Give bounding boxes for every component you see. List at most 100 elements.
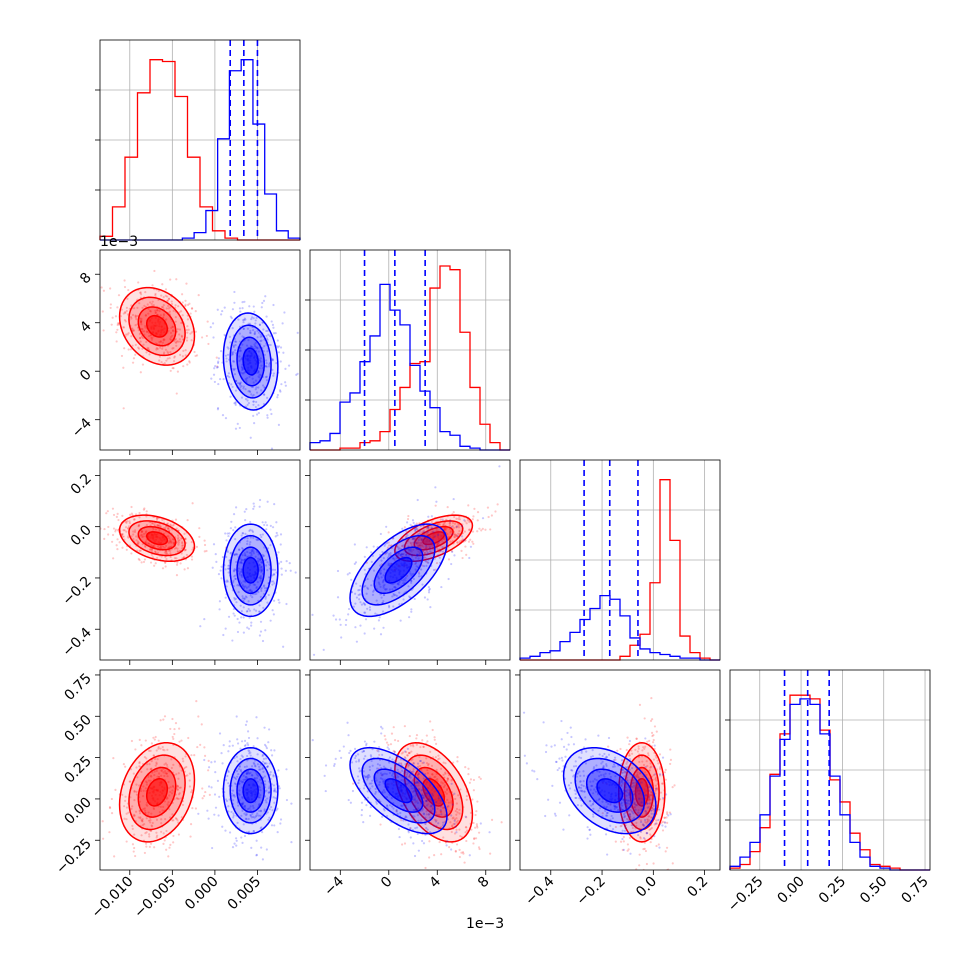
sample-point bbox=[175, 797, 178, 800]
sample-point bbox=[383, 809, 386, 812]
sample-point bbox=[455, 817, 458, 820]
sample-point bbox=[212, 543, 216, 546]
sample-point bbox=[413, 804, 417, 808]
sample-point bbox=[435, 542, 439, 546]
sample-point bbox=[472, 842, 475, 845]
sample-point bbox=[231, 385, 234, 389]
sample-point bbox=[155, 762, 158, 765]
sample-point bbox=[481, 527, 484, 530]
sample-point bbox=[150, 338, 154, 341]
sample-point bbox=[258, 768, 261, 771]
sample-point bbox=[637, 745, 640, 748]
sample-point bbox=[446, 779, 449, 783]
sample-point bbox=[245, 720, 248, 723]
sample-point bbox=[258, 559, 261, 562]
sample-point bbox=[246, 550, 249, 554]
sample-point bbox=[606, 853, 609, 856]
sample-point bbox=[641, 760, 644, 763]
sample-point bbox=[255, 776, 258, 780]
sample-point bbox=[649, 841, 652, 844]
sample-point bbox=[145, 510, 148, 513]
sample-point bbox=[233, 776, 237, 779]
sample-point bbox=[414, 794, 417, 797]
sample-point bbox=[150, 768, 153, 771]
sample-point bbox=[164, 565, 167, 568]
sample-point bbox=[464, 815, 467, 818]
sample-point bbox=[101, 820, 104, 823]
sample-point bbox=[114, 788, 117, 791]
sample-point bbox=[146, 768, 149, 771]
sample-point bbox=[265, 334, 268, 338]
sample-point bbox=[355, 760, 358, 763]
sample-point bbox=[209, 326, 212, 329]
sample-point bbox=[171, 334, 174, 337]
sample-point bbox=[560, 756, 563, 759]
sample-point bbox=[243, 597, 246, 600]
sample-point bbox=[241, 372, 244, 375]
sample-point bbox=[602, 766, 605, 769]
sample-point bbox=[388, 544, 391, 547]
sample-point bbox=[164, 288, 168, 291]
sample-point bbox=[437, 554, 440, 557]
sample-point bbox=[165, 829, 168, 833]
sample-point bbox=[385, 795, 389, 799]
sample-point bbox=[425, 545, 429, 549]
sample-point bbox=[370, 584, 373, 587]
sample-point bbox=[261, 384, 265, 387]
contour-line bbox=[118, 742, 196, 843]
sample-point bbox=[144, 530, 148, 534]
sample-point bbox=[456, 541, 459, 544]
sample-point bbox=[227, 769, 230, 772]
sample-point bbox=[228, 831, 232, 834]
sample-point bbox=[452, 761, 455, 764]
sample-point bbox=[153, 738, 156, 741]
sample-point bbox=[165, 550, 168, 553]
scatter-panel bbox=[305, 459, 511, 665]
sample-point bbox=[259, 567, 262, 570]
sample-point bbox=[143, 304, 146, 307]
sample-point bbox=[246, 626, 249, 629]
sample-point bbox=[177, 793, 181, 796]
sample-point bbox=[252, 761, 255, 765]
sample-point bbox=[268, 365, 271, 368]
sample-point bbox=[256, 557, 260, 560]
sample-point bbox=[404, 579, 407, 582]
sample-point bbox=[264, 745, 268, 748]
sample-point bbox=[473, 507, 476, 510]
sample-point bbox=[361, 750, 364, 753]
sample-point bbox=[253, 343, 256, 346]
sample-point bbox=[154, 311, 157, 314]
sample-point bbox=[413, 815, 416, 818]
sample-point bbox=[165, 359, 168, 362]
sample-point bbox=[404, 771, 407, 774]
sample-point bbox=[207, 342, 210, 346]
sample-point bbox=[263, 587, 267, 590]
sample-point bbox=[413, 597, 416, 601]
sample-point bbox=[160, 361, 163, 364]
sample-point bbox=[238, 621, 241, 624]
sample-point bbox=[227, 615, 231, 618]
sample-point bbox=[166, 766, 169, 769]
axes-frame bbox=[99, 459, 301, 661]
sample-point bbox=[633, 801, 636, 804]
sample-point bbox=[249, 589, 252, 592]
sample-point bbox=[175, 563, 179, 566]
sample-point bbox=[392, 557, 396, 560]
sample-point bbox=[123, 529, 126, 532]
sample-point bbox=[162, 338, 165, 341]
sample-point bbox=[161, 341, 164, 344]
sample-point bbox=[133, 518, 136, 521]
sample-point bbox=[248, 375, 251, 379]
sample-point bbox=[427, 762, 430, 766]
sample-point bbox=[416, 781, 420, 784]
sample-point bbox=[422, 745, 425, 749]
sample-point bbox=[141, 328, 144, 331]
sample-point bbox=[251, 377, 254, 380]
sample-point bbox=[252, 502, 255, 505]
sample-point bbox=[152, 754, 155, 757]
sample-point bbox=[241, 755, 244, 759]
sample-point bbox=[253, 816, 256, 819]
sample-point bbox=[203, 746, 206, 749]
sample-point bbox=[614, 758, 617, 761]
sample-point bbox=[362, 787, 366, 790]
